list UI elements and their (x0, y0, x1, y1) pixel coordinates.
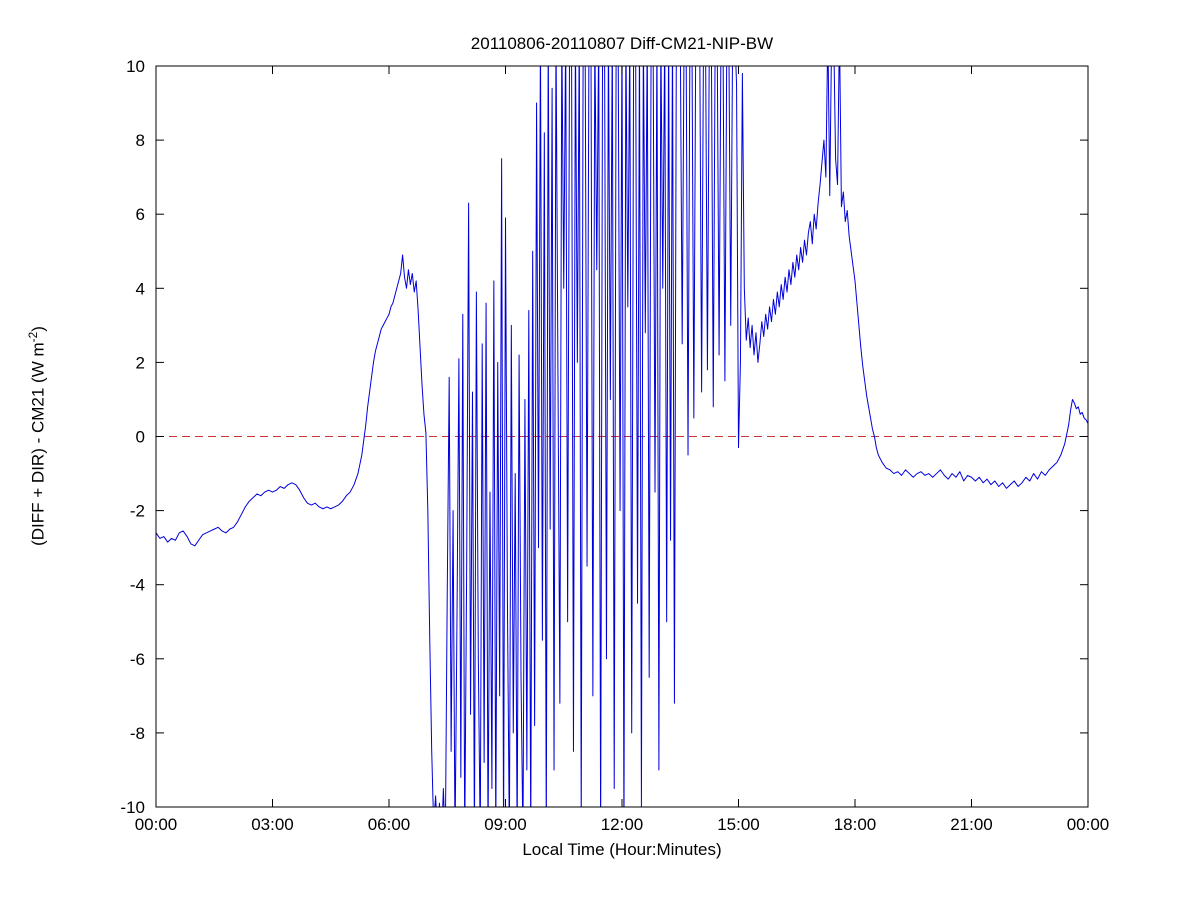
series-line (156, 66, 1088, 807)
y-tick-label: 6 (136, 205, 145, 224)
x-tick-label: 15:00 (717, 815, 760, 834)
x-tick-label: 21:00 (950, 815, 993, 834)
x-tick-label: 03:00 (251, 815, 294, 834)
y-tick-label: -6 (130, 650, 145, 669)
x-tick-label: 00:00 (1067, 815, 1110, 834)
y-axis-label-close: ) (28, 326, 48, 332)
y-tick-label: -10 (120, 798, 145, 817)
y-tick-label: -4 (130, 576, 145, 595)
x-tick-label: 12:00 (601, 815, 644, 834)
y-tick-label: 2 (136, 353, 145, 372)
y-tick-label: 0 (136, 428, 145, 447)
y-tick-label: -2 (130, 502, 145, 521)
y-axis-label-main: (DIFF + DIR) - CM21 (W m (28, 342, 48, 546)
y-tick-label: 8 (136, 131, 145, 150)
y-tick-label: 4 (136, 279, 145, 298)
y-axis-label-exponent: -2 (26, 331, 40, 343)
y-axis-label: (DIFF + DIR) - CM21 (W m-2) (26, 226, 50, 646)
y-tick-label: 10 (126, 57, 145, 76)
x-tick-label: 09:00 (484, 815, 527, 834)
x-tick-label: 06:00 (368, 815, 411, 834)
x-tick-label: 00:00 (135, 815, 178, 834)
x-tick-label: 18:00 (834, 815, 877, 834)
chart-title: 20110806-20110807 Diff-CM21-NIP-BW (470, 34, 774, 53)
x-axis-label: Local Time (Hour:Minutes) (522, 840, 722, 859)
y-tick-label: -8 (130, 724, 145, 743)
